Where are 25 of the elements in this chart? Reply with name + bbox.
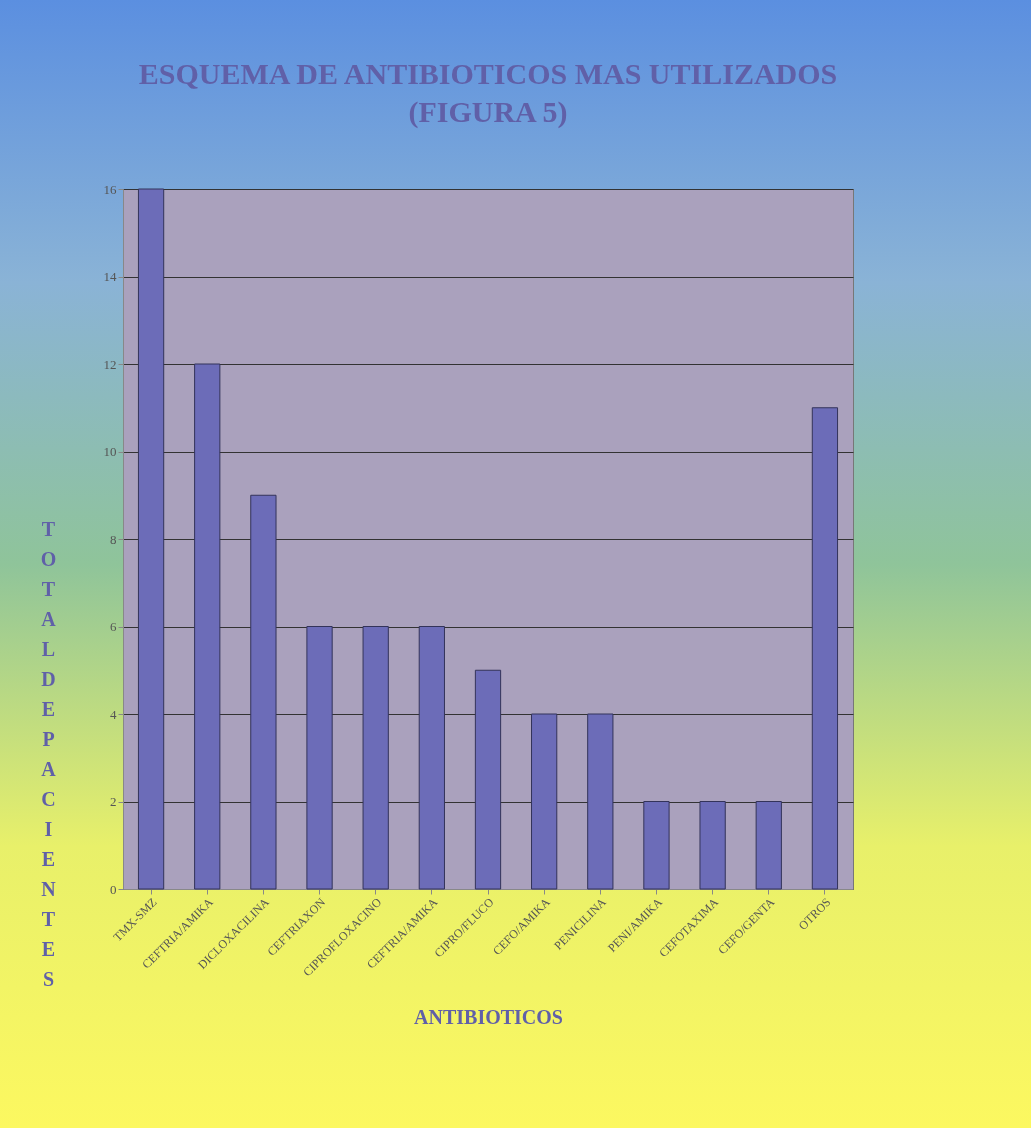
bar — [194, 363, 221, 890]
y-tick-label: 6 — [110, 619, 117, 634]
bar — [362, 626, 389, 890]
bar — [474, 669, 502, 890]
y-tick-label: 8 — [110, 531, 117, 547]
y-tick-label: 0 — [110, 881, 117, 897]
y-tick-label: 4 — [110, 706, 117, 722]
bar — [643, 801, 670, 890]
y-tick-label: 16 — [103, 181, 117, 197]
y-tick-label: 12 — [103, 356, 117, 372]
bar — [137, 188, 165, 890]
x-axis-title: ANTIBIOTICOS — [414, 1006, 563, 1029]
bar — [755, 801, 782, 890]
bar — [531, 713, 558, 890]
bar — [811, 407, 839, 890]
chart-title: ESQUEMA DE ANTIBIOTICOS MAS UTILIZADOS (FIGURA 5) — [138, 57, 838, 129]
bar — [587, 713, 614, 890]
y-tick-label: 14 — [103, 269, 117, 284]
bar — [418, 626, 445, 890]
y-tick-label: 10 — [103, 444, 117, 459]
bar — [306, 626, 333, 890]
text: TOTAL DE PACIENTES — [40, 517, 57, 990]
bar — [250, 494, 277, 890]
bar — [699, 801, 726, 890]
y-tick-label: 2 — [110, 794, 117, 809]
